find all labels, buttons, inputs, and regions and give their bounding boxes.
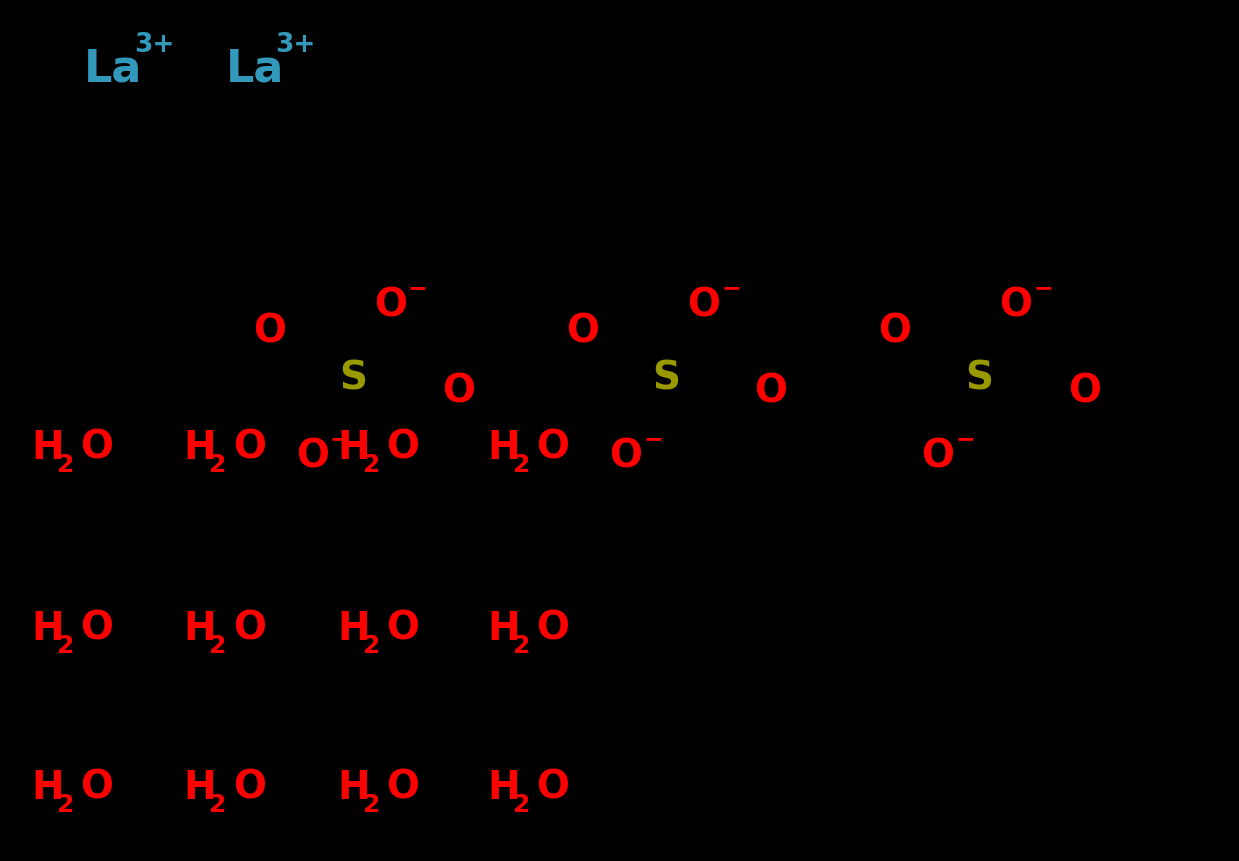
Text: O: O	[536, 769, 570, 807]
Text: S: S	[653, 360, 680, 398]
Text: O: O	[610, 437, 642, 475]
Text: H: H	[183, 429, 216, 467]
Text: 3+: 3+	[275, 32, 316, 58]
Text: O: O	[1068, 373, 1100, 411]
Text: 2: 2	[57, 453, 74, 477]
Text: H: H	[183, 610, 216, 647]
Text: H: H	[183, 769, 216, 807]
Text: −: −	[643, 427, 663, 451]
Text: H: H	[31, 429, 63, 467]
Text: O: O	[81, 769, 114, 807]
Text: O: O	[688, 287, 720, 325]
Text: O: O	[442, 373, 475, 411]
Text: O: O	[566, 313, 598, 350]
Text: H: H	[337, 429, 369, 467]
Text: H: H	[31, 769, 63, 807]
Text: 2: 2	[209, 634, 227, 658]
Text: O: O	[374, 287, 406, 325]
Text: O: O	[387, 610, 420, 647]
Text: H: H	[487, 429, 519, 467]
Text: O: O	[536, 610, 570, 647]
Text: O: O	[233, 769, 266, 807]
Text: 2: 2	[513, 793, 530, 817]
Text: H: H	[337, 769, 369, 807]
Text: 3+: 3+	[134, 32, 175, 58]
Text: O: O	[81, 429, 114, 467]
Text: S: S	[339, 360, 367, 398]
Text: H: H	[31, 610, 63, 647]
Text: H: H	[487, 610, 519, 647]
Text: O: O	[233, 610, 266, 647]
Text: O: O	[755, 373, 787, 411]
Text: H: H	[487, 769, 519, 807]
Text: −: −	[1033, 276, 1053, 300]
Text: O: O	[233, 429, 266, 467]
Text: O: O	[387, 769, 420, 807]
Text: 2: 2	[363, 634, 380, 658]
Text: −: −	[408, 276, 427, 300]
Text: O: O	[878, 313, 911, 350]
Text: H: H	[337, 610, 369, 647]
Text: O: O	[254, 313, 286, 350]
Text: 2: 2	[513, 453, 530, 477]
Text: −: −	[330, 427, 349, 451]
Text: O: O	[536, 429, 570, 467]
Text: 2: 2	[209, 793, 227, 817]
Text: 2: 2	[57, 634, 74, 658]
Text: −: −	[955, 427, 975, 451]
Text: 2: 2	[513, 634, 530, 658]
Text: 2: 2	[209, 453, 227, 477]
Text: 2: 2	[363, 793, 380, 817]
Text: 2: 2	[363, 453, 380, 477]
Text: O: O	[387, 429, 420, 467]
Text: S: S	[965, 360, 992, 398]
Text: La: La	[84, 47, 142, 90]
Text: O: O	[296, 437, 328, 475]
Text: 2: 2	[57, 793, 74, 817]
Text: −: −	[721, 276, 741, 300]
Text: O: O	[922, 437, 954, 475]
Text: La: La	[225, 47, 284, 90]
Text: O: O	[1000, 287, 1032, 325]
Text: O: O	[81, 610, 114, 647]
